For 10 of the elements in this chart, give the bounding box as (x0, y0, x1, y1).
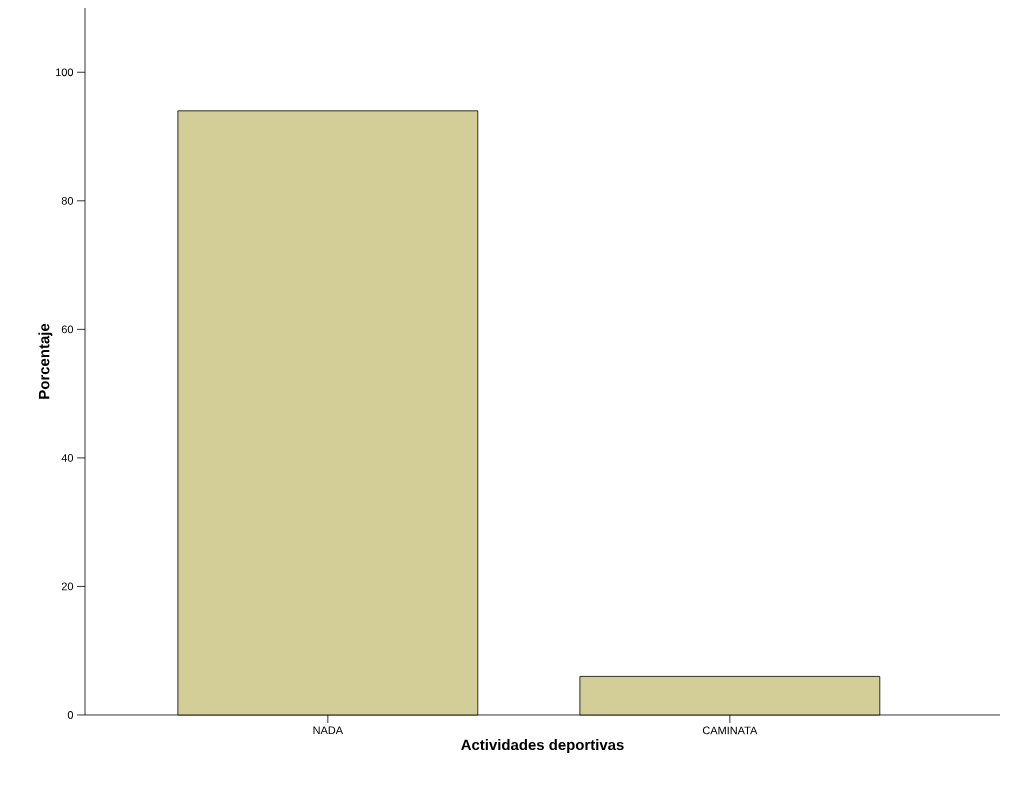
y-tick-label: 60 (61, 325, 74, 334)
y-tick-label: 0 (67, 711, 74, 719)
y-tick-label: 100 (56, 68, 74, 77)
x-axis-title: Actividades deportivas (461, 739, 624, 754)
x-tick-label: CAMINATA (702, 726, 758, 735)
y-tick-label: 20 (61, 582, 74, 591)
x-tick-label: NADA (313, 726, 344, 735)
y-tick-label: 40 (61, 454, 74, 462)
y-axis-title: Porcentaje (38, 323, 53, 399)
y-tick-label: 80 (61, 196, 74, 205)
